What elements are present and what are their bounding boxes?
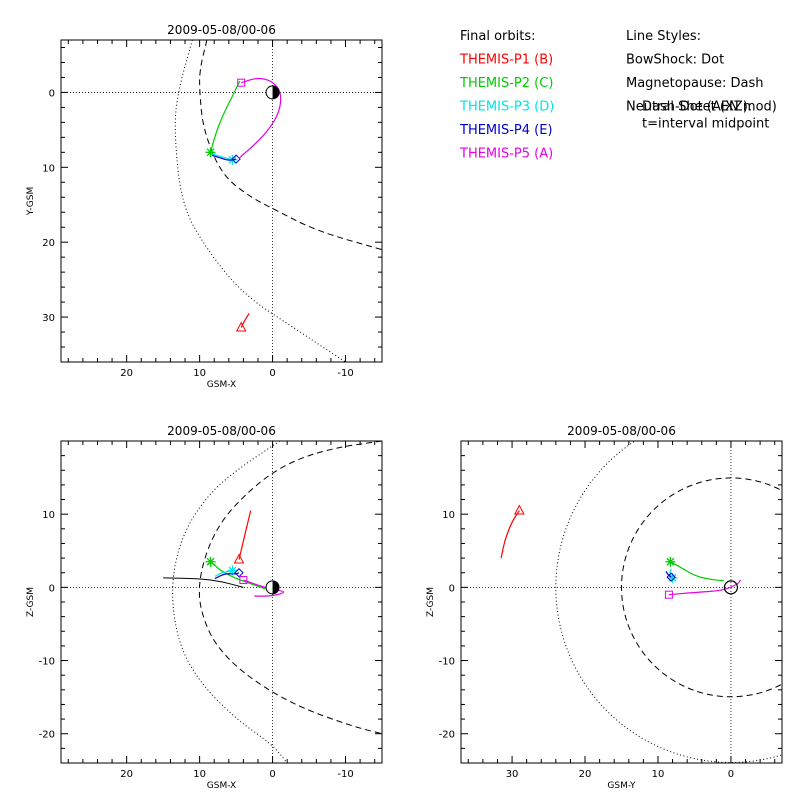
legend-style-label: BowShock: Dot	[626, 53, 724, 68]
orbit-end-marker-square	[237, 78, 246, 87]
orbit-end-marker-triangle	[235, 321, 247, 332]
plot-area	[61, 441, 382, 763]
earth-icon	[265, 580, 280, 595]
x-axis-label: GSM-X	[207, 781, 236, 791]
x-tick-label: -10	[337, 368, 353, 379]
orbit-end-marker-diamond	[234, 568, 244, 578]
orbit-end-marker-asterisk	[665, 556, 676, 567]
y-tick-label: -20	[439, 730, 455, 741]
orbit-end-marker-diamond	[666, 572, 676, 582]
orbit-track	[214, 569, 233, 577]
legend-style-label: Magnetopause: Dash	[626, 76, 763, 91]
y-tick-label: 0	[49, 88, 55, 99]
orbit-end-marker-asterisk	[227, 565, 238, 576]
y-axis-label: Z-GSM	[426, 587, 436, 617]
y-tick-label: 0	[49, 583, 55, 594]
y-tick-label: -20	[39, 730, 55, 741]
earth-icon	[723, 580, 739, 595]
y-tick-label: 20	[42, 238, 55, 249]
legend-orbit-label: THEMIS-P2 (C)	[459, 76, 553, 91]
y-tick-label: 10	[442, 510, 455, 521]
orbit-end-marker-square	[664, 590, 673, 599]
magnetopause-line	[199, 40, 382, 251]
bowshock-line	[172, 441, 288, 763]
x-tick-label: 30	[506, 769, 519, 780]
orbit-track	[665, 570, 672, 578]
x-tick-label: 20	[579, 769, 592, 780]
y-tick-label: -10	[39, 657, 55, 668]
orbit-track	[240, 312, 250, 328]
x-tick-label: 0	[269, 368, 275, 379]
orbit-end-marker-square	[239, 576, 248, 585]
legend-orbit-label: THEMIS-P1 (B)	[459, 53, 553, 68]
x-tick-label: 10	[193, 368, 206, 379]
orbit-track	[670, 561, 724, 582]
orbit-end-marker-diamond	[231, 154, 241, 164]
legend-styles-title: Line Styles:	[626, 29, 701, 44]
orbit-end-marker-asterisk	[205, 556, 216, 567]
neutral-sheet-line	[163, 577, 244, 588]
plot-area	[61, 40, 382, 362]
axis-ticks	[61, 40, 382, 363]
y-tick-label: 30	[42, 313, 55, 324]
plot-frame	[60, 440, 383, 764]
earth-icon	[265, 85, 280, 100]
orbit-track	[243, 579, 285, 597]
legend-style-label: Dash-Dot (AEN mod)	[642, 100, 777, 115]
y-tick-label: 10	[42, 163, 55, 174]
legend: Final orbits: THEMIS-P1 (B) THEMIS-P2 (C) T…	[459, 29, 777, 162]
chart-title: 2009-05-08/00-06	[167, 424, 276, 438]
y-axis-label: Y-GSM	[26, 187, 36, 216]
x-tick-label: 0	[269, 769, 275, 780]
x-tick-label: 20	[120, 368, 133, 379]
orbit-track	[211, 154, 237, 161]
orbit-track	[210, 561, 266, 590]
orbit-plot-xy: 2009-05-08/00-06 20 10 0 -10 0 10 20 30 GSM-X Y-GS…	[26, 23, 383, 390]
plot-frame	[460, 440, 783, 764]
orbit-plot-xz: 2009-05-08/00-06 20 10 0 -10 10 0 -10 -20 GSM-X Z-…	[26, 424, 383, 791]
legend-style-label: Neutral Sheet (XZ):	[626, 100, 752, 115]
axis-ticks	[461, 440, 782, 764]
y-tick-label: -10	[439, 657, 455, 668]
x-tick-label: 10	[652, 769, 665, 780]
x-tick-label: 10	[193, 769, 206, 780]
chart-title: 2009-05-08/00-06	[167, 23, 276, 37]
magnetopause-line	[198, 441, 382, 735]
plot-area	[461, 441, 782, 763]
axis-ticks	[61, 440, 382, 764]
x-tick-label: -10	[337, 769, 353, 780]
bowshock-line	[174, 40, 346, 362]
x-axis-label: GSM-X	[207, 380, 236, 390]
x-tick-label: 0	[728, 769, 734, 780]
y-tick-label: 0	[449, 583, 455, 594]
x-tick-label: 20	[120, 769, 133, 780]
legend-style-label: t=interval midpoint	[642, 117, 769, 132]
orbit-track	[214, 572, 240, 580]
plot-frame	[60, 39, 383, 363]
legend-orbit-label: THEMIS-P4 (E)	[459, 123, 553, 138]
y-tick-label: 10	[42, 510, 55, 521]
x-axis-label: GSM-Y	[607, 781, 636, 791]
legend-orbits-title: Final orbits:	[460, 29, 536, 44]
orbit-plot-yz: 2009-05-08/00-06 30 20 10 0 10 0 -10 -20 GSM-Y Z-G…	[426, 424, 783, 791]
magnetopause-line	[621, 477, 782, 698]
orbit-track	[238, 510, 252, 560]
y-axis-label: Z-GSM	[26, 587, 36, 617]
legend-orbit-label: THEMIS-P3 (D)	[459, 100, 554, 115]
orbit-end-marker-triangle	[233, 553, 245, 564]
orbit-track	[209, 80, 241, 153]
bowshock-line	[555, 441, 782, 763]
orbit-end-marker-triangle	[514, 504, 525, 515]
legend-orbit-label: THEMIS-P5 (A)	[459, 147, 553, 162]
chart-title: 2009-05-08/00-06	[567, 424, 676, 438]
orbit-track	[239, 77, 282, 159]
orbit-track	[211, 153, 233, 161]
orbit-track	[500, 510, 520, 559]
